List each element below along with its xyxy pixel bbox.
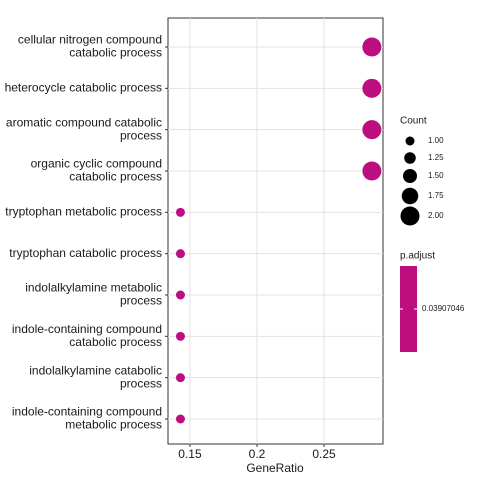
dot (362, 120, 382, 140)
y-tick-label: organic cyclic compound (31, 157, 162, 171)
y-tick-label: tryptophan catabolic process (9, 246, 162, 260)
x-axis-label: GeneRatio (246, 461, 304, 475)
y-tick-label: catabolic process (69, 46, 162, 60)
y-tick-label: indolalkylamine catabolic (29, 363, 162, 377)
y-tick-label: process (120, 376, 162, 390)
dot (362, 161, 382, 181)
y-tick-label: catabolic process (69, 335, 162, 349)
y-tick-label: tryptophan metabolic process (5, 205, 162, 219)
x-tick-label: 0.2 (249, 447, 266, 461)
y-tick-label: indole-containing compound (12, 405, 162, 419)
size-legend-key (403, 169, 417, 183)
size-legend-key (404, 152, 416, 164)
x-tick-label: 0.15 (178, 447, 202, 461)
y-tick-label: process (120, 128, 162, 142)
size-legend-label: 2.00 (428, 211, 444, 220)
color-legend-title: p.adjust (400, 251, 435, 262)
y-tick-label: heterocycle catabolic process (5, 81, 162, 95)
size-legend-label: 1.75 (428, 191, 444, 200)
size-legend-label: 1.25 (428, 153, 444, 162)
dot (175, 249, 185, 259)
size-legend-key (405, 136, 415, 146)
y-tick-label: catabolic process (69, 170, 162, 184)
color-legend-label: 0.03907046 (422, 304, 465, 313)
dot (175, 373, 185, 383)
y-tick-label: indole-containing compound (12, 322, 162, 336)
dot (175, 207, 185, 217)
y-tick-label: process (120, 294, 162, 308)
dot (175, 414, 185, 424)
color-bar (400, 266, 417, 352)
y-tick-label: metabolic process (65, 418, 162, 432)
x-tick-label: 0.25 (312, 447, 336, 461)
y-tick-label: cellular nitrogen compound (18, 33, 162, 47)
size-legend-label: 1.00 (428, 136, 444, 145)
y-tick-label: aromatic compound catabolic (6, 115, 162, 129)
y-tick-label: indolalkylamine metabolic (25, 281, 162, 295)
dot (362, 78, 382, 98)
size-legend-key (401, 187, 419, 205)
size-legend-key (400, 206, 420, 226)
dot (362, 37, 382, 57)
dot (175, 331, 185, 341)
size-legend-label: 1.50 (428, 171, 444, 180)
panel (167, 17, 384, 445)
size-legend-title: Count (400, 116, 427, 127)
dot (175, 290, 185, 300)
